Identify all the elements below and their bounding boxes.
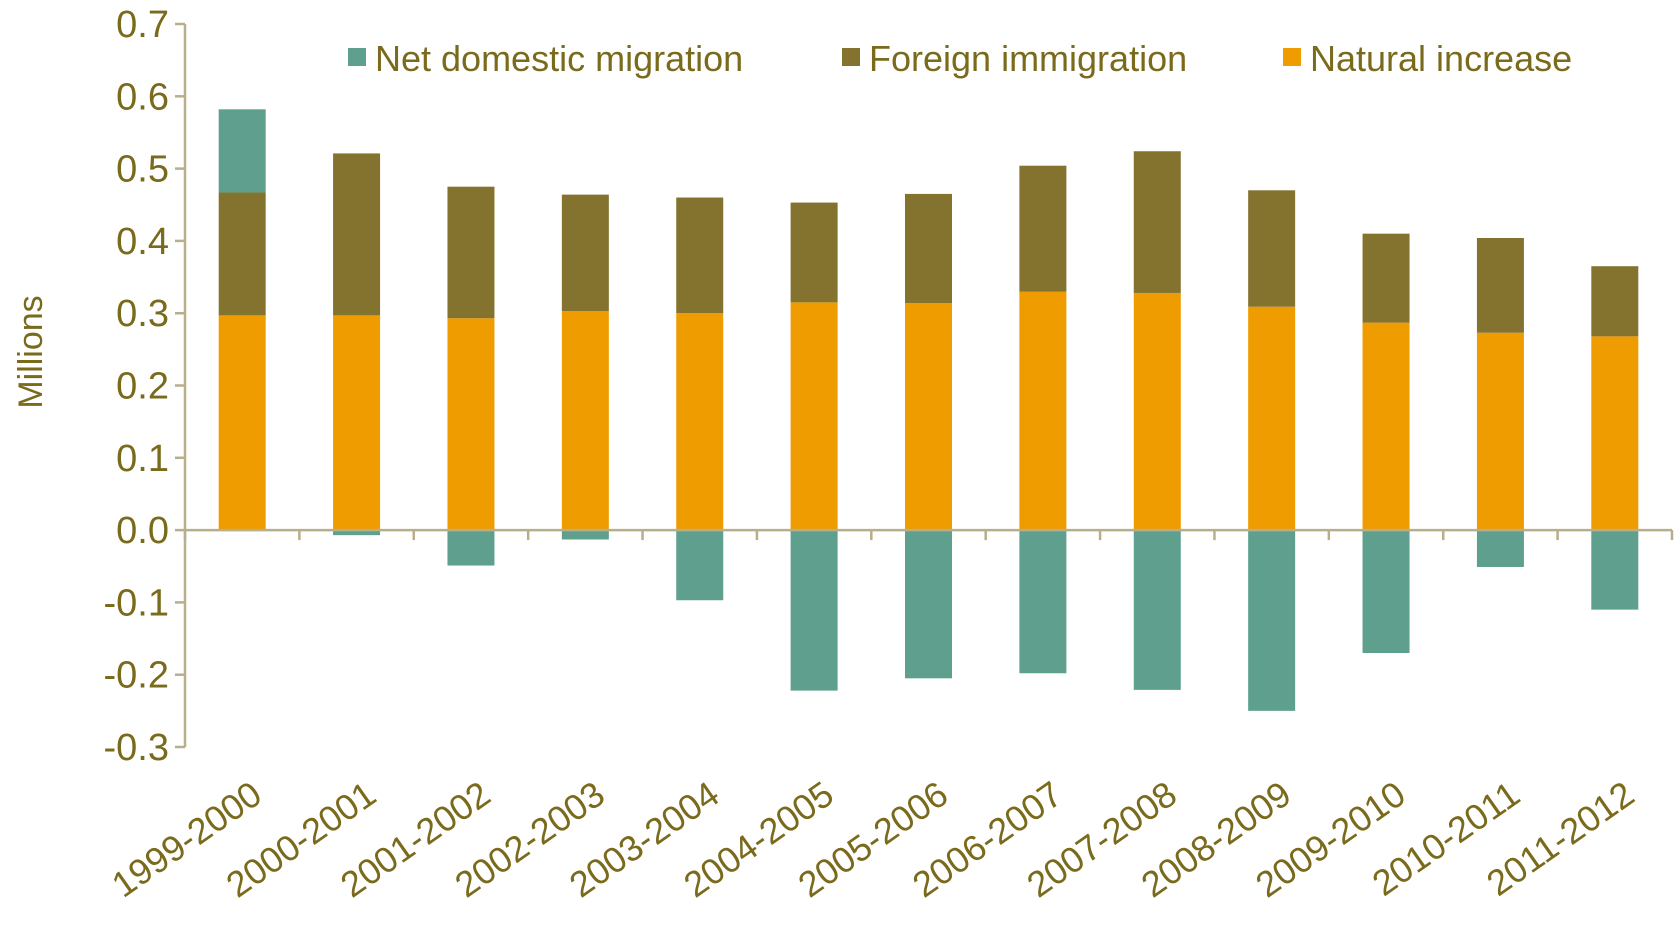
legend: Net domestic migration Foreign immigratio… [348, 38, 1572, 79]
bar-foreign-immigration-1999-2000 [218, 192, 266, 316]
legend-swatch-foreign-immigration [842, 48, 860, 66]
y-tick-label: 0.3 [116, 293, 169, 335]
bar-net-domestic-migration-2009-2010 [1362, 530, 1410, 654]
bar-natural-increase-2007-2008 [1133, 292, 1181, 531]
y-tick-label: -0.3 [104, 727, 169, 769]
legend-swatch-natural-increase [1283, 48, 1301, 66]
y-tick-label: 0.5 [116, 149, 169, 191]
y-tick-label: 0.4 [116, 221, 169, 263]
bar-natural-increase-2011-2012 [1591, 336, 1639, 531]
bar-net-domestic-migration-2005-2006 [905, 530, 952, 679]
y-axis-title: Millions [12, 295, 50, 408]
bar-foreign-immigration-2005-2006 [905, 193, 952, 304]
plot-area [218, 109, 1639, 711]
bar-natural-increase-2000-2001 [333, 315, 381, 531]
bar-natural-increase-2002-2003 [561, 311, 609, 531]
bar-natural-increase-2001-2002 [447, 318, 495, 531]
bar-foreign-immigration-2006-2007 [1019, 165, 1067, 292]
bar-foreign-immigration-2003-2004 [676, 197, 724, 314]
bar-natural-increase-2005-2006 [905, 303, 952, 531]
legend-label-foreign-immigration: Foreign immigration [869, 38, 1187, 79]
y-tick-label: 0.6 [116, 76, 169, 118]
bar-net-domestic-migration-2001-2002 [447, 530, 495, 566]
y-axis: 0.7 0.6 0.5 0.4 0.3 0.2 0.1 0.0 -0.1 -0.2 -0.3 [104, 4, 187, 769]
y-tick-label: 0.0 [116, 510, 169, 552]
bar-foreign-immigration-2000-2001 [333, 153, 381, 316]
bar-foreign-immigration-2011-2012 [1591, 266, 1639, 337]
bar-net-domestic-migration-1999-2000 [218, 109, 266, 193]
bar-natural-increase-1999-2000 [218, 315, 266, 531]
bar-net-domestic-migration-2002-2003 [561, 530, 609, 540]
bar-foreign-immigration-2007-2008 [1133, 151, 1181, 293]
legend-label-natural-increase: Natural increase [1310, 38, 1572, 79]
bar-net-domestic-migration-2004-2005 [790, 530, 838, 691]
bar-net-domestic-migration-2007-2008 [1133, 530, 1181, 690]
bar-net-domestic-migration-2003-2004 [676, 530, 724, 601]
y-tick-label: 0.7 [116, 4, 169, 46]
bar-foreign-immigration-2010-2011 [1476, 238, 1524, 333]
bar-natural-increase-2004-2005 [790, 302, 838, 531]
bar-natural-increase-2006-2007 [1019, 291, 1067, 531]
legend-swatch-net-domestic-migration [348, 48, 366, 66]
bar-net-domestic-migration-2011-2012 [1591, 530, 1639, 610]
x-axis: 1999-20002000-20012001-20022002-20032003… [104, 528, 1674, 905]
y-tick-label: -0.1 [104, 582, 169, 624]
bar-foreign-immigration-2008-2009 [1248, 190, 1296, 307]
bar-foreign-immigration-2001-2002 [447, 186, 495, 319]
legend-label-net-domestic-migration: Net domestic migration [375, 38, 743, 79]
bar-foreign-immigration-2009-2010 [1362, 233, 1410, 323]
bar-natural-increase-2008-2009 [1248, 306, 1296, 531]
bar-net-domestic-migration-2006-2007 [1019, 530, 1067, 674]
bar-net-domestic-migration-2008-2009 [1248, 530, 1296, 711]
bar-net-domestic-migration-2010-2011 [1476, 530, 1524, 567]
bar-natural-increase-2003-2004 [676, 313, 724, 531]
bar-natural-increase-2010-2011 [1476, 332, 1524, 531]
y-tick-label: 0.2 [116, 366, 169, 408]
bar-foreign-immigration-2004-2005 [790, 202, 838, 303]
y-tick-label: -0.2 [104, 655, 169, 697]
bar-foreign-immigration-2002-2003 [561, 194, 609, 312]
y-tick-label: 0.1 [116, 438, 169, 480]
bar-natural-increase-2009-2010 [1362, 322, 1410, 531]
bar-net-domestic-migration-2000-2001 [333, 530, 381, 536]
